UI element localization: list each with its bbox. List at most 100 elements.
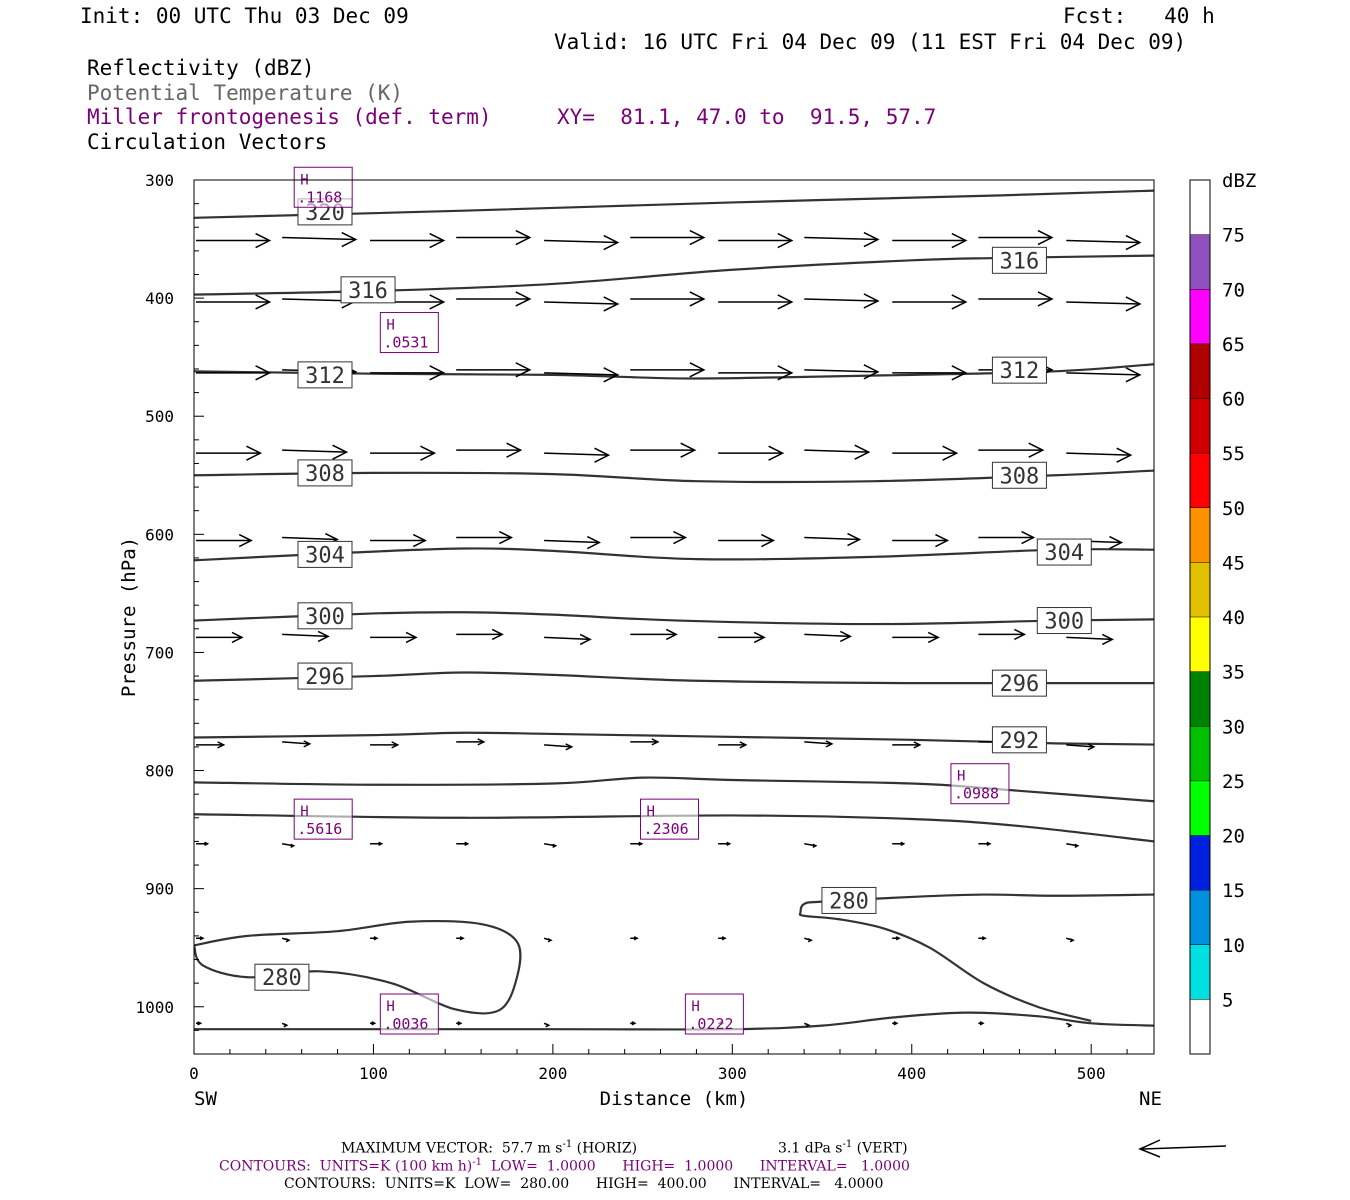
colorbar-tick-label: 70	[1222, 279, 1245, 301]
svg-text:308: 308	[305, 462, 345, 487]
svg-text:304: 304	[1044, 541, 1084, 566]
svg-text:.5616: .5616	[297, 820, 342, 838]
max-vector-label: MAXIMUM VECTOR:	[341, 1140, 493, 1157]
circulation-vector	[978, 628, 1027, 641]
circulation-vector	[370, 365, 446, 381]
contour-label-316: 316	[340, 276, 396, 304]
circulation-vector	[1066, 447, 1133, 463]
colorbar-segment	[1190, 780, 1210, 836]
svg-text:280: 280	[829, 889, 869, 914]
circulation-vector	[544, 447, 611, 463]
circulation-vector	[456, 936, 465, 941]
circulation-vector	[718, 232, 794, 249]
frontogenesis-max-marker: H.0531	[379, 312, 439, 354]
theta-contour-288	[194, 776, 1154, 803]
contour-label-312: 312	[297, 361, 353, 389]
colorbar-segment	[1190, 234, 1210, 290]
circulation-vector	[370, 533, 427, 548]
circulation-vector	[804, 1022, 811, 1028]
contours-fg-exp: -1	[472, 1157, 483, 1168]
circulation-vector	[196, 294, 272, 310]
colorbar-tick-label: 45	[1222, 552, 1245, 574]
colorbar-tick-label: 10	[1222, 935, 1245, 957]
circulation-vector	[1066, 367, 1142, 383]
circulation-vector	[282, 231, 358, 248]
contours-fg-range: LOW= 1.0000 HIGH= 1.0000 INTERVAL= 1.000…	[490, 1158, 910, 1175]
theta-contour-280	[798, 893, 1154, 1022]
colorbar-tick-label: 60	[1222, 389, 1245, 411]
contour-label-304: 304	[297, 540, 353, 568]
y-tick-label: 700	[145, 643, 174, 662]
contours-info-frontogenesis: CONTOURS: UNITS=K (100 km h)-1 LOW= 1.00…	[219, 1157, 910, 1175]
x-end-label-right: NE	[1139, 1088, 1162, 1110]
svg-text:308: 308	[1000, 464, 1040, 489]
circulation-vector	[804, 444, 871, 460]
colorbar-segment	[1190, 999, 1210, 1054]
y-tick-label: 500	[145, 407, 174, 426]
svg-text:292: 292	[1000, 729, 1040, 754]
contour-label-300: 300	[297, 602, 353, 630]
frontogenesis-max-marker: H.5616	[293, 798, 353, 840]
contour-label-304: 304	[1036, 538, 1092, 566]
circulation-vector	[456, 530, 514, 545]
contour-label-308: 308	[297, 459, 353, 487]
circulation-vector	[892, 741, 922, 749]
circulation-vector	[456, 229, 532, 246]
circulation-vector	[978, 530, 1036, 545]
circulation-vector	[196, 365, 272, 381]
x-end-label-left: SW	[194, 1088, 217, 1110]
circulation-vector	[370, 1021, 377, 1026]
colorbar-segment	[1190, 562, 1210, 617]
circulation-vector	[804, 740, 834, 748]
contour-label-280: 280	[254, 963, 310, 991]
y-tick-label: 400	[145, 289, 174, 308]
y-tick-label: 900	[145, 880, 174, 899]
colorbar-segment	[1190, 180, 1210, 235]
contour-label-296: 296	[297, 662, 353, 690]
field-circulation-vectors: Circulation Vectors	[87, 130, 328, 154]
colorbar-tick-label: 75	[1222, 225, 1245, 247]
svg-text:304: 304	[305, 543, 345, 568]
svg-text:.0222: .0222	[688, 1015, 733, 1033]
svg-text:300: 300	[305, 605, 345, 630]
svg-text:.1168: .1168	[297, 188, 342, 206]
colorbar-tick-label: 50	[1222, 498, 1245, 520]
circulation-vector	[544, 535, 601, 550]
svg-text:.0531: .0531	[383, 334, 428, 352]
colorbar-tick-label: 40	[1222, 607, 1245, 629]
svg-text:296: 296	[1000, 672, 1040, 697]
colorbar-segment	[1190, 890, 1210, 945]
circulation-vector	[1066, 937, 1075, 943]
contour-label-296: 296	[991, 669, 1047, 697]
y-axis-label: Pressure (hPa)	[118, 537, 140, 697]
circulation-vector	[544, 743, 574, 751]
circulation-vector	[196, 1021, 203, 1026]
colorbar-segment	[1190, 289, 1210, 344]
contour-label-292: 292	[991, 726, 1047, 754]
circulation-vector	[1066, 843, 1080, 848]
frontogenesis-max-marker: H.2306	[640, 798, 700, 840]
circulation-vector	[630, 229, 706, 246]
field-reflectivity: Reflectivity (dBZ)	[87, 56, 315, 80]
x-tick-label: 300	[718, 1064, 747, 1083]
colorbar-frame	[1189, 179, 1211, 1055]
circulation-vector	[630, 936, 639, 941]
svg-text:H: H	[957, 769, 965, 785]
colorbar-segment	[1190, 507, 1210, 563]
circulation-vector	[196, 533, 253, 548]
y-tick-label: 300	[145, 171, 174, 190]
colorbar-unit: dBZ	[1222, 170, 1256, 192]
circulation-vector	[804, 532, 862, 547]
colorbar-segment	[1190, 453, 1210, 508]
contour-label-300: 300	[1036, 607, 1092, 635]
circulation-vector	[892, 232, 968, 249]
contour-label-316: 316	[991, 246, 1047, 274]
svg-text:312: 312	[1000, 359, 1040, 384]
circulation-vector	[282, 843, 296, 848]
circulation-vector	[804, 937, 813, 943]
circulation-vector	[196, 631, 244, 644]
svg-text:H: H	[647, 804, 655, 820]
svg-text:300: 300	[1044, 610, 1084, 635]
max-vector-horiz-exp: -1	[562, 1139, 573, 1150]
